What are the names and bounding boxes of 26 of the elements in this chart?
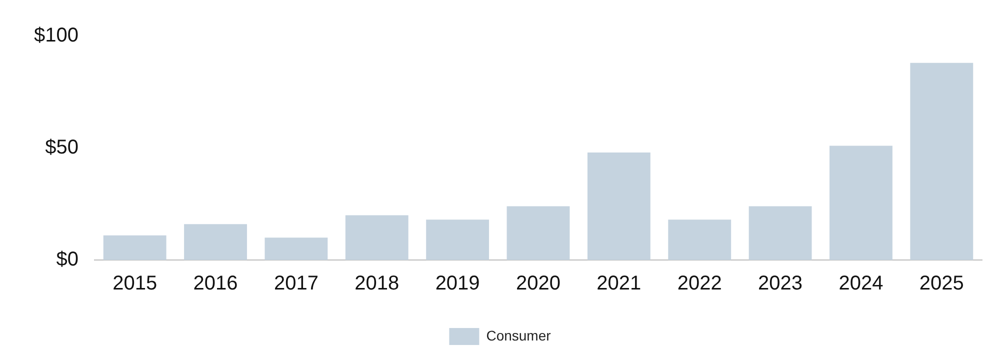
y-tick-label: $0 xyxy=(56,248,78,271)
bar xyxy=(264,238,328,260)
x-tick-label: 2015 xyxy=(112,272,158,295)
legend-label: Consumer xyxy=(486,327,552,344)
x-tick-label: 2020 xyxy=(516,272,560,295)
x-tick-label: 2022 xyxy=(677,272,722,295)
bar xyxy=(426,220,490,260)
x-tick-label: 2016 xyxy=(193,272,238,295)
y-tick-label: $50 xyxy=(45,136,78,159)
bar xyxy=(748,206,812,260)
bar xyxy=(830,146,892,260)
bar xyxy=(910,62,974,260)
bar xyxy=(184,224,247,260)
x-tick-label: 2017 xyxy=(274,272,318,295)
bar xyxy=(345,215,408,260)
bar xyxy=(587,152,650,260)
bar xyxy=(506,206,570,260)
x-tick-label: 2024 xyxy=(838,272,884,295)
bar xyxy=(103,235,166,260)
x-tick-label: 2023 xyxy=(758,272,803,295)
x-tick-label: 2025 xyxy=(919,272,964,295)
x-tick-label: 2019 xyxy=(435,272,480,295)
x-tick-label: 2018 xyxy=(354,272,400,295)
bar xyxy=(668,220,732,260)
x-tick-label: 2021 xyxy=(596,272,642,295)
y-tick-label: $100 xyxy=(34,24,78,47)
